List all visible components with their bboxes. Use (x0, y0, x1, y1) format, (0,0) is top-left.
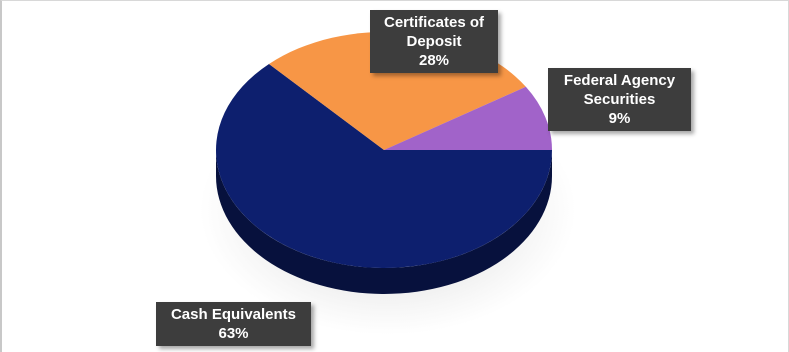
pie-side-cash-equivalents (216, 150, 552, 294)
data-label-cash-equivalents: Cash Equivalents 63% (156, 302, 311, 346)
pie-slice-federal-agency-securities (384, 86, 552, 150)
data-label-federal-agency-securities: Federal Agency Securities 9% (548, 68, 691, 131)
data-label-certificates-of-deposit: Certificates of Deposit 28% (370, 10, 498, 73)
pie-slice-cash-equivalents (216, 63, 552, 268)
